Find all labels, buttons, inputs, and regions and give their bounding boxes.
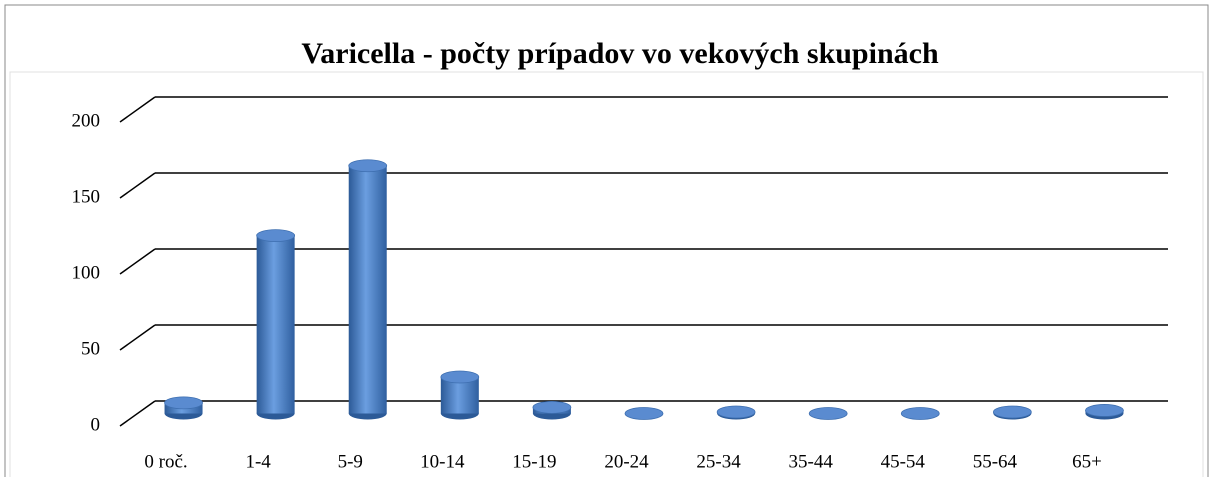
x-tick-label: 25-34 [696, 451, 741, 472]
y-tick-label: 50 [81, 338, 100, 359]
bar-top [256, 229, 296, 243]
x-tick-label: 45-54 [881, 451, 926, 472]
bar-top [164, 396, 203, 410]
grid-line-side [119, 96, 156, 123]
grid-line-side [119, 324, 156, 351]
grid-line-side [119, 400, 156, 427]
y-tick-label: 100 [72, 262, 101, 283]
bar-top [992, 405, 1032, 419]
bar-top [532, 401, 572, 414]
x-tick-label: 65+ [1072, 451, 1102, 472]
x-tick-label: 0 roč. [144, 451, 187, 472]
x-tick-label: 1-4 [245, 451, 271, 472]
plot-frame [9, 71, 1204, 477]
chart-title: Varicella - počty prípadov vo vekových s… [301, 37, 939, 70]
bar-top [808, 407, 848, 420]
x-tick-label: 10-14 [420, 451, 465, 472]
y-tick-label: 0 [91, 414, 101, 435]
y-tick-label: 200 [72, 110, 101, 131]
x-tick-label: 5-9 [338, 451, 363, 472]
bar-top [624, 407, 664, 420]
grid-line-side [119, 248, 156, 275]
frame [4, 4, 1209, 477]
bar-top [1085, 404, 1124, 417]
bar-top [440, 370, 480, 384]
bar-top [900, 407, 940, 420]
x-tick-label: 15-19 [512, 451, 556, 472]
grid-line-side [119, 172, 156, 199]
bar [256, 235, 295, 414]
x-tick-label: 35-44 [789, 451, 834, 472]
bar-top [348, 159, 388, 173]
x-tick-label: 20-24 [604, 451, 649, 472]
x-tick-label: 55-64 [973, 451, 1018, 472]
bar [348, 165, 387, 414]
y-tick-label: 150 [72, 186, 101, 207]
bar-top [716, 405, 756, 419]
